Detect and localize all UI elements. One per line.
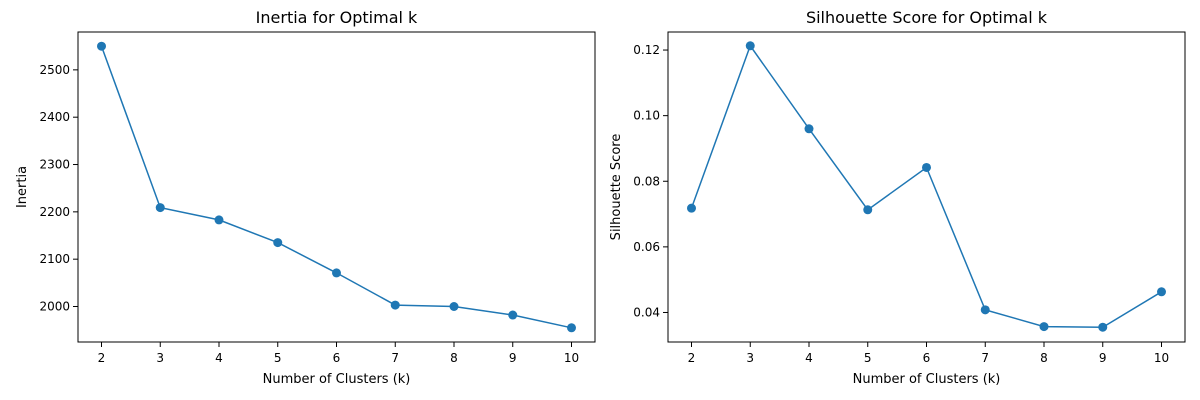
inertia-y-tick-label: 2200 — [39, 205, 70, 219]
inertia-axes-frame — [77, 31, 596, 343]
silhouette-y-tick-label: 0.08 — [633, 174, 660, 188]
silhouette-y-tick-label: 0.04 — [633, 305, 660, 319]
inertia-chart: Inertia for Optimal k 2 3 4 5 6 7 8 9 10 2000 2100 2… — [15, 8, 596, 387]
inertia-y-tick-label: 2300 — [39, 158, 70, 172]
silhouette-y-tick-label: 0.06 — [633, 240, 660, 254]
inertia-data-point — [449, 302, 459, 312]
inertia-data-point — [332, 268, 341, 278]
inertia-y-tick-label: 2100 — [39, 252, 70, 266]
inertia-x-tick-label: 6 — [333, 351, 341, 365]
silhouette-chart: Silhouette Score for Optimal k 2 3 4 5 6 7 8 9 10… — [609, 8, 1186, 387]
inertia-y-tick-label: 2000 — [39, 300, 70, 314]
silhouette-data-point — [745, 41, 755, 51]
inertia-x-tick-label: 5 — [274, 351, 282, 365]
inertia-y-axis-label: Inertia — [15, 166, 30, 208]
silhouette-x-tick-label: 2 — [688, 351, 696, 365]
inertia-data-point — [508, 310, 518, 320]
silhouette-data-point — [922, 162, 931, 172]
silhouette-data-point — [863, 205, 873, 215]
inertia-x-tick-label: 7 — [391, 351, 399, 365]
silhouette-data-point — [687, 203, 696, 213]
silhouette-x-tick-label: 4 — [805, 351, 813, 365]
silhouette-data-point — [1157, 287, 1166, 297]
silhouette-x-tick-label: 5 — [864, 351, 872, 365]
silhouette-title: Silhouette Score for Optimal k — [806, 8, 1048, 27]
inertia-x-tick-label: 9 — [509, 351, 517, 365]
silhouette-data-point — [1098, 322, 1108, 332]
silhouette-data-point — [804, 124, 814, 134]
silhouette-axes-frame — [667, 31, 1186, 343]
silhouette-x-tick-label: 9 — [1099, 351, 1107, 365]
inertia-series-line — [100, 45, 572, 329]
inertia-data-point — [214, 215, 224, 225]
inertia-data-point — [390, 300, 400, 310]
inertia-x-tick-label: 2 — [98, 351, 106, 365]
silhouette-x-tick-label: 3 — [746, 351, 754, 365]
silhouette-x-tick-label: 7 — [981, 351, 989, 365]
inertia-x-tick-label: 10 — [564, 351, 579, 365]
inertia-y-tick-label: 2400 — [39, 110, 70, 124]
silhouette-x-tick-label: 8 — [1040, 351, 1048, 365]
inertia-x-tick-label: 8 — [450, 351, 458, 365]
inertia-data-point — [155, 203, 165, 213]
inertia-y-tick-label: 2500 — [39, 63, 70, 77]
silhouette-data-point — [980, 305, 990, 315]
silhouette-x-tick-label: 6 — [923, 351, 931, 365]
inertia-x-axis-label: Number of Clusters (k) — [263, 372, 411, 387]
inertia-x-tick-label: 4 — [215, 351, 223, 365]
silhouette-x-tick-label: 10 — [1154, 351, 1169, 365]
silhouette-x-axis-label: Number of Clusters (k) — [853, 372, 1001, 387]
inertia-data-point — [273, 238, 283, 248]
inertia-x-tick-label: 3 — [156, 351, 164, 365]
silhouette-data-point — [1039, 322, 1049, 332]
silhouette-y-tick-label: 0.12 — [633, 43, 660, 57]
silhouette-series-line — [690, 44, 1162, 328]
silhouette-y-tick-label: 0.10 — [633, 109, 660, 123]
inertia-title: Inertia for Optimal k — [256, 8, 418, 27]
inertia-data-point — [97, 41, 106, 51]
inertia-data-point — [567, 323, 576, 333]
silhouette-y-axis-label: Silhouette Score — [609, 134, 624, 241]
